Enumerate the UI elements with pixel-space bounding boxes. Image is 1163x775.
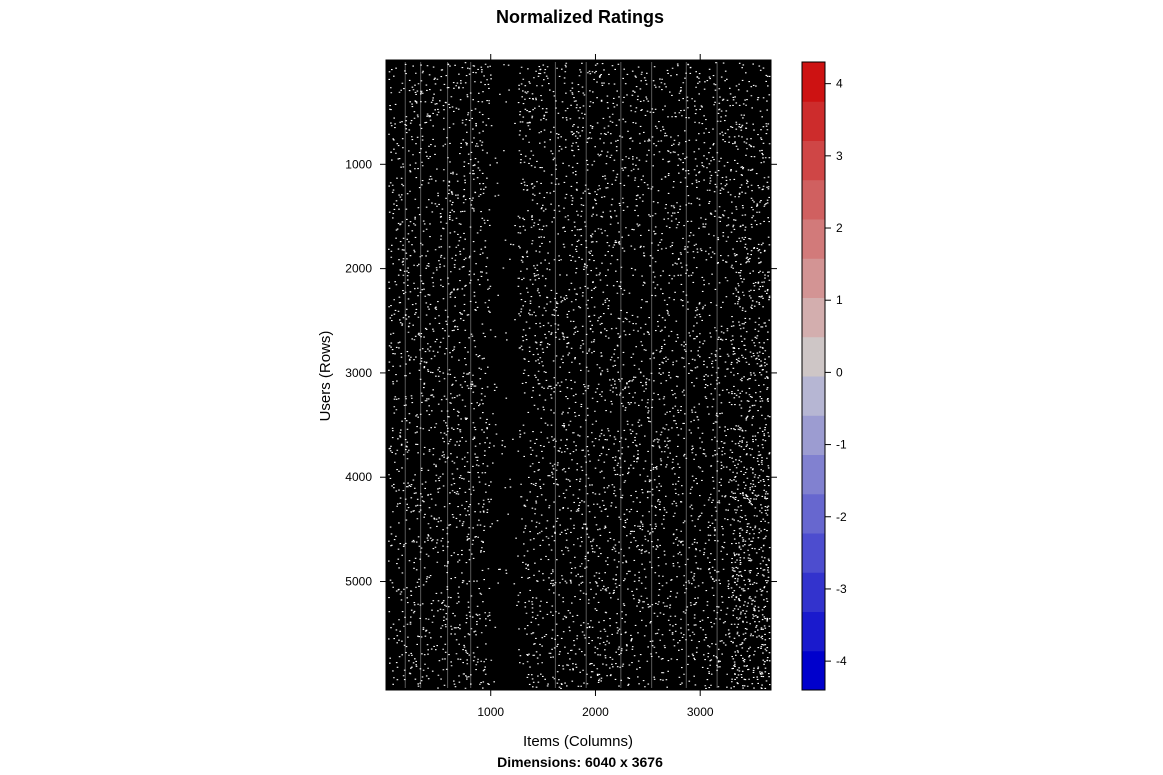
colorbar-swatch xyxy=(802,611,825,652)
x-axis-label: Items (Columns) xyxy=(523,733,633,750)
colorbar-frame xyxy=(801,61,826,691)
x-tick-label: 1000 xyxy=(477,705,504,719)
y-tick-label: 2000 xyxy=(345,262,372,276)
colorbar-swatch xyxy=(802,179,825,220)
y-tick-label: 1000 xyxy=(345,157,372,171)
colorbar-tick-label: 1 xyxy=(836,293,843,307)
plot-frame xyxy=(385,59,772,691)
x-tick-label: 3000 xyxy=(687,705,714,719)
chart-subtitle: Dimensions: 6040 x 3676 xyxy=(497,754,663,770)
colorbar-swatch xyxy=(802,376,825,416)
colorbar-swatch xyxy=(802,219,825,259)
colorbar-tick-label: -1 xyxy=(836,438,847,452)
colorbar-swatch xyxy=(802,101,825,141)
colorbar-tick-label: -4 xyxy=(836,654,847,668)
colorbar-tick-label: -2 xyxy=(836,510,847,524)
colorbar-swatch xyxy=(802,258,825,298)
heatmap-plot-area xyxy=(385,59,772,691)
colorbar-tick-label: 3 xyxy=(836,149,843,163)
colorbar-tick-label: 2 xyxy=(836,221,843,235)
colorbar: -4 -3 -2 -1 0 1 2 3 4 xyxy=(801,61,847,691)
colorbar-swatch xyxy=(802,336,825,377)
y-axis-label: Users (Rows) xyxy=(317,331,334,422)
y-tick-label: 3000 xyxy=(345,366,372,380)
colorbar-swatch xyxy=(802,533,825,573)
y-axis-ticks: 1000 2000 3000 4000 5000 xyxy=(345,157,777,589)
y-tick-label: 4000 xyxy=(345,470,372,484)
x-axis-ticks: 1000 2000 3000 xyxy=(477,54,714,719)
colorbar-swatch xyxy=(802,62,825,102)
colorbar-tick-label: 4 xyxy=(836,77,843,91)
colorbar-swatch xyxy=(802,572,825,612)
colorbar-swatch xyxy=(802,493,825,534)
colorbar-tick-label: -3 xyxy=(836,582,847,596)
colorbar-swatch xyxy=(802,415,825,455)
colorbar-swatch xyxy=(802,140,825,181)
colorbar-swatch xyxy=(802,297,825,338)
chart-title: Normalized Ratings xyxy=(496,7,664,27)
colorbar-swatch xyxy=(802,650,825,691)
heatmap-cells xyxy=(388,62,771,690)
x-tick-label: 2000 xyxy=(582,705,609,719)
colorbar-swatch xyxy=(802,454,825,495)
colorbar-tick-label: 0 xyxy=(836,365,843,379)
y-tick-label: 5000 xyxy=(345,575,372,589)
